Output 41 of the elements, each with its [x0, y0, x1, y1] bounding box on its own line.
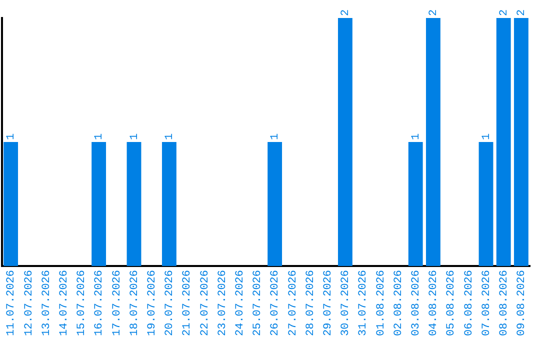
x-tick-label: 17.07.2026 [111, 270, 124, 336]
x-tick-label: 16.07.2026 [94, 270, 106, 336]
data-label: 2 [516, 9, 528, 16]
x-tick-label: 22.07.2026 [199, 270, 212, 336]
x-tick-label: 15.07.2026 [76, 270, 88, 336]
data-label: 1 [410, 132, 423, 140]
x-tick-label: 04.08.2026 [428, 270, 440, 336]
x-tick-label: 23.07.2026 [216, 270, 229, 336]
x-tick-label: 25.07.2026 [252, 270, 264, 336]
x-tick-label: 14.07.2026 [58, 270, 71, 336]
data-label: 1 [164, 132, 176, 140]
x-tick-label: 30.07.2026 [340, 270, 352, 336]
data-label: 1 [270, 132, 282, 140]
x-tick-label: 12.07.2026 [23, 270, 36, 336]
x-tick-label: 05.08.2026 [446, 270, 458, 336]
x-tick-label: 02.08.2026 [392, 270, 405, 336]
data-label: 1 [480, 132, 493, 140]
x-tick-label: 21.07.2026 [182, 270, 194, 336]
x-tick-label: 11.07.2026 [6, 270, 18, 336]
x-tick-label: 09.08.2026 [516, 270, 528, 336]
data-label: 1 [6, 132, 18, 140]
x-tick-label: 20.07.2026 [164, 270, 176, 336]
x-tick-label: 28.07.2026 [304, 270, 317, 336]
x-tick-label: 26.07.2026 [270, 270, 282, 336]
x-tick-label: 07.08.2026 [480, 270, 493, 336]
data-label: 1 [94, 132, 106, 140]
x-tick-label: 01.08.2026 [375, 270, 388, 336]
data-label: 2 [340, 9, 352, 16]
x-tick-label: 29.07.2026 [322, 270, 335, 336]
x-tick-label: 18.07.2026 [128, 270, 141, 336]
data-label: 2 [428, 9, 440, 16]
x-tick-label: 24.07.2026 [234, 270, 247, 336]
x-tick-label: 06.08.2026 [463, 270, 476, 336]
x-tick-label: 31.07.2026 [358, 270, 370, 336]
x-tick-label: 08.08.2026 [498, 270, 511, 336]
data-label: 2 [498, 9, 511, 16]
x-tick-label: 03.08.2026 [410, 270, 423, 336]
x-tick-label: 13.07.2026 [40, 270, 53, 336]
x-tick-label: 19.07.2026 [146, 270, 159, 336]
x-tick-label: 27.07.2026 [287, 270, 300, 336]
data-label: 1 [128, 132, 141, 140]
